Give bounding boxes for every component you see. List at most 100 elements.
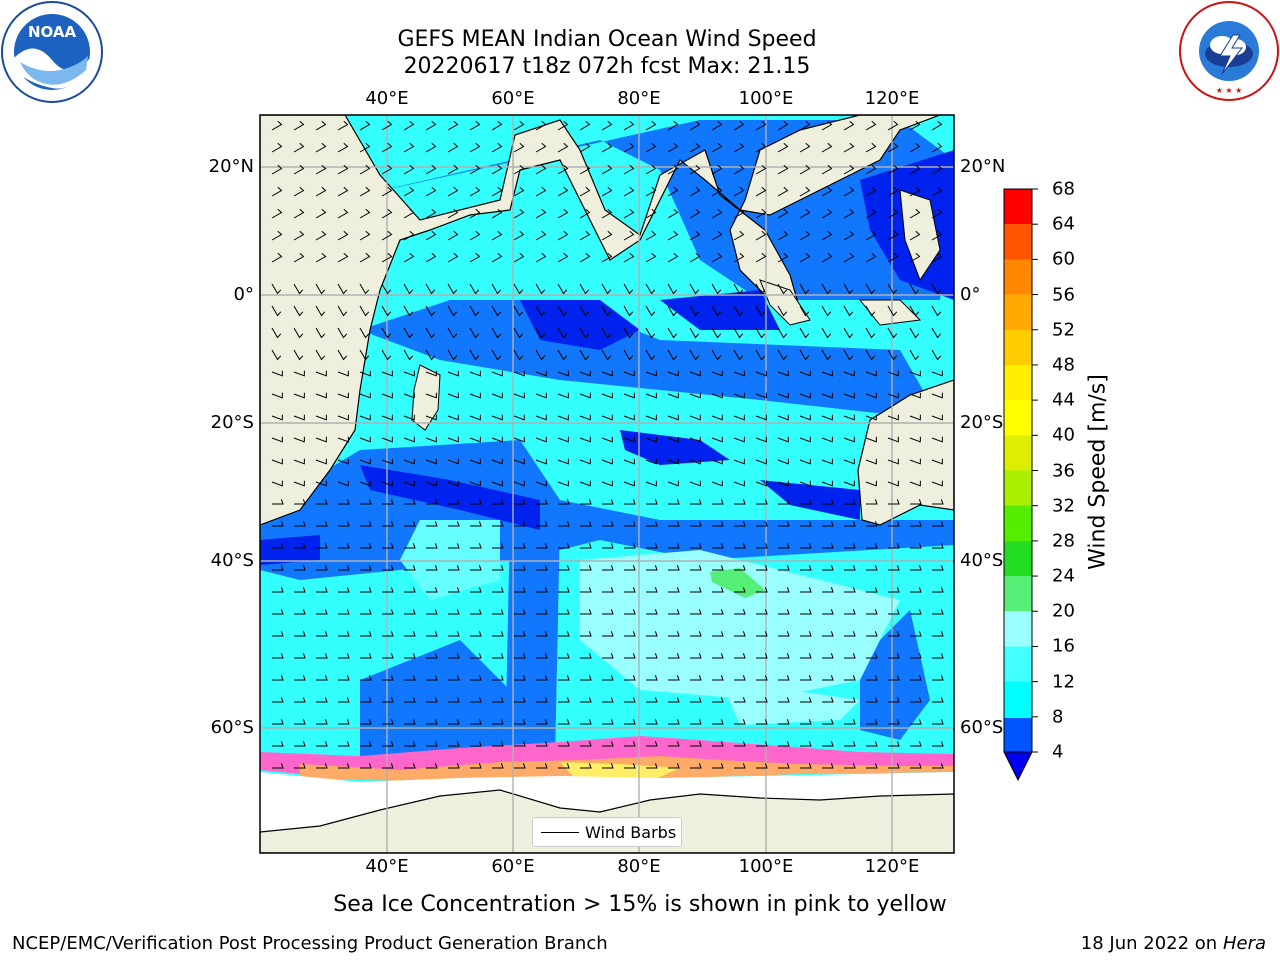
wind-barb	[756, 763, 768, 769]
wind-barb	[558, 543, 570, 549]
wind-barb	[778, 719, 790, 725]
wind-barb	[712, 543, 724, 549]
wind-barb	[293, 252, 305, 263]
wind-barb	[448, 521, 460, 527]
wind-barb	[689, 120, 701, 131]
wind-barb	[931, 305, 942, 317]
wind-barb	[821, 283, 832, 295]
wind-barb	[294, 697, 306, 703]
wind-barb	[844, 631, 856, 637]
lat-tick-right: 20°N	[960, 156, 1006, 177]
wind-barb	[866, 653, 878, 659]
wind-barb	[712, 675, 724, 681]
wind-barb	[381, 186, 393, 197]
wind-barb	[646, 543, 658, 549]
wind-barb	[580, 631, 592, 637]
wind-barb	[800, 675, 812, 681]
wind-barb	[822, 587, 834, 593]
branch-credit: NCEP/EMC/Verification Post Processing Pr…	[12, 933, 608, 954]
wind-barb	[535, 370, 547, 377]
wind-barb	[932, 741, 944, 747]
wind-barb	[491, 230, 503, 241]
wind-barb	[337, 142, 349, 153]
wind-barb	[909, 230, 921, 241]
wind-barb	[470, 631, 482, 637]
wind-barb	[931, 392, 943, 399]
wind-barb	[470, 697, 482, 703]
wind-barb	[337, 283, 348, 295]
wind-barb	[623, 349, 634, 361]
wind-barb	[315, 436, 327, 443]
wind-barb	[645, 305, 656, 317]
wind-barb	[535, 186, 547, 197]
wind-barb	[579, 186, 591, 197]
wind-barb	[381, 480, 393, 487]
wind-barb	[535, 414, 547, 421]
lat-tick-left: 20°N	[208, 156, 254, 177]
wind-barb	[403, 164, 415, 175]
colorbar-tick-label: 44	[1052, 389, 1075, 411]
wind-barb	[624, 653, 636, 659]
wind-barb	[448, 631, 460, 637]
wind-barb	[646, 697, 658, 703]
wind-barb	[800, 543, 812, 549]
wind-barb	[910, 631, 922, 637]
wind-barb	[844, 741, 856, 747]
wind-barb	[425, 142, 437, 153]
wind-barb	[470, 675, 482, 681]
wind-barb	[844, 697, 856, 703]
wind-barb	[293, 186, 305, 197]
wind-barb	[888, 543, 900, 549]
wind-barb	[887, 252, 899, 263]
wind-barb	[403, 370, 415, 377]
wind-barb	[316, 741, 328, 747]
wind-barb	[580, 697, 592, 703]
wind-barb	[734, 719, 746, 725]
lon-tick-bottom: 60°E	[491, 856, 535, 877]
wind-barb	[404, 587, 416, 593]
wind-barb	[359, 142, 371, 153]
wind-barb	[733, 370, 745, 377]
wind-barb	[271, 436, 283, 443]
wind-barb	[734, 499, 746, 505]
wind-barb	[844, 521, 856, 527]
wind-barb	[888, 609, 900, 615]
wind-barb	[381, 283, 392, 295]
wind-barb	[623, 120, 635, 131]
wind-barb	[491, 349, 502, 361]
wind-barb	[865, 458, 877, 465]
wind-barb	[733, 436, 745, 443]
wind-barb	[711, 414, 723, 421]
wind-barb	[866, 719, 878, 725]
wind-barb	[293, 142, 305, 153]
wind-barb	[470, 719, 482, 725]
wind-barb	[822, 741, 834, 747]
wind-barb	[315, 305, 326, 317]
wind-barb	[910, 675, 922, 681]
wind-barb	[667, 392, 679, 399]
wind-barb	[294, 565, 306, 571]
wind-barb	[777, 305, 788, 317]
wind-barb	[579, 142, 591, 153]
wind-barb	[733, 230, 745, 241]
wind-barb	[601, 327, 612, 339]
wind-barb	[558, 675, 570, 681]
wind-barb	[360, 763, 372, 769]
wind-barb	[492, 543, 504, 549]
wind-barb	[909, 370, 921, 377]
wind-barb	[469, 414, 481, 421]
wind-barb	[337, 252, 349, 263]
wind-barb	[359, 480, 371, 487]
wind-barb	[513, 208, 525, 219]
wind-barb	[601, 186, 613, 197]
wind-barb	[733, 208, 745, 219]
wind-barb	[514, 697, 526, 703]
wind-barb	[689, 436, 701, 443]
wind-barb	[690, 719, 702, 725]
wind-barb	[822, 543, 834, 549]
wind-barb	[866, 675, 878, 681]
wind-barb	[601, 208, 613, 219]
wind-barb	[755, 349, 766, 361]
wind-barb	[667, 230, 679, 241]
wind-barb	[316, 565, 328, 571]
